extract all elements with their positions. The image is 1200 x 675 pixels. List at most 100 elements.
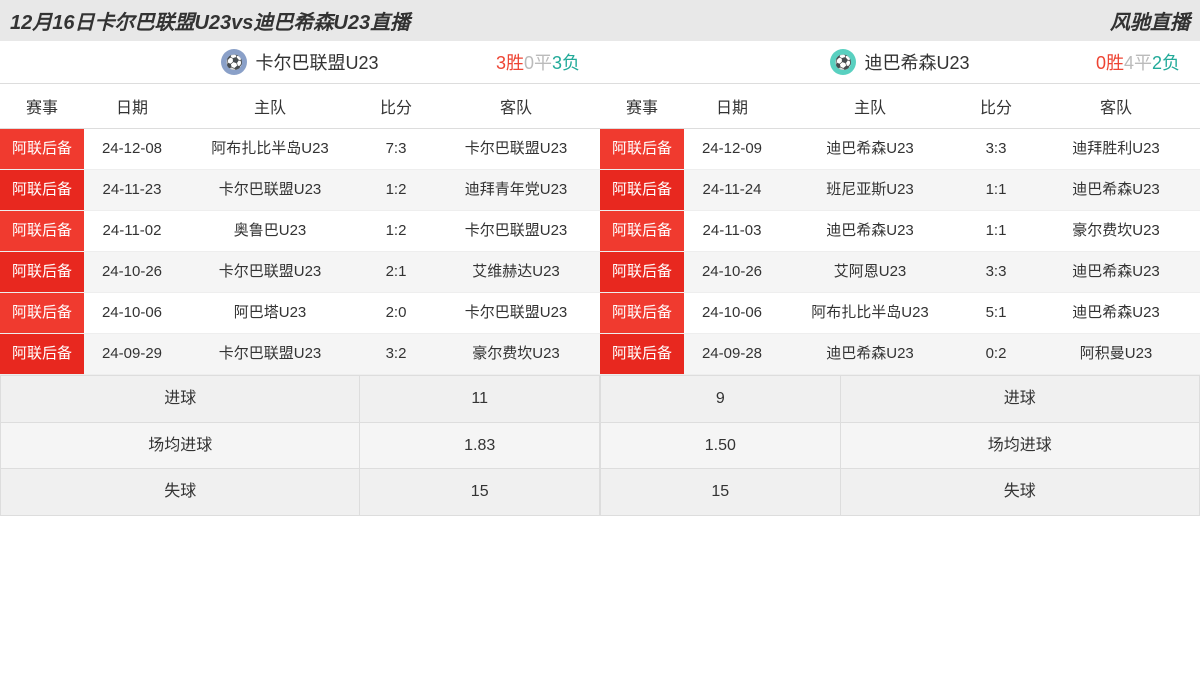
col-away: 客队 (432, 84, 600, 129)
summary-row: 9进球 (601, 376, 1200, 423)
summary-row: 场均进球1.83 (1, 422, 600, 469)
table-row[interactable]: 阿联后备24-10-26艾阿恩U233:3迪巴希森U23 (600, 252, 1200, 293)
cell-home: 卡尔巴联盟U23 (180, 252, 360, 293)
summary-value: 1.83 (360, 422, 600, 469)
cell-comp: 阿联后备 (0, 334, 84, 375)
table-row[interactable]: 阿联后备24-09-28迪巴希森U230:2阿积曼U23 (600, 334, 1200, 375)
cell-home: 艾阿恩U23 (780, 252, 960, 293)
col-score: 比分 (360, 84, 432, 129)
cell-home: 阿布扎比半岛U23 (780, 293, 960, 334)
summary-row: 进球11 (1, 376, 600, 423)
summary-label: 失球 (1, 469, 360, 516)
summary-row: 失球15 (1, 469, 600, 516)
cell-score: 7:3 (360, 129, 432, 170)
cell-home: 奥鲁巴U23 (180, 211, 360, 252)
summary-label: 进球 (1, 376, 360, 423)
summary-value: 1.50 (601, 422, 841, 469)
cell-date: 24-10-06 (684, 293, 780, 334)
cell-away: 艾维赫达U23 (432, 252, 600, 293)
matches-table-left: 赛事 日期 主队 比分 客队 阿联后备24-12-08阿布扎比半岛U237:3卡… (0, 84, 600, 375)
cell-score: 1:1 (960, 170, 1032, 211)
summary-label: 进球 (840, 376, 1199, 423)
summary-table-left: 进球11场均进球1.83失球15 (0, 375, 600, 516)
cell-comp: 阿联后备 (600, 211, 684, 252)
summary-label: 场均进球 (1, 422, 360, 469)
table-row[interactable]: 阿联后备24-10-06阿布扎比半岛U235:1迪巴希森U23 (600, 293, 1200, 334)
summary-row: 1.50场均进球 (601, 422, 1200, 469)
cell-comp: 阿联后备 (0, 129, 84, 170)
matches-table-right: 赛事 日期 主队 比分 客队 阿联后备24-12-09迪巴希森U233:3迪拜胜… (600, 84, 1200, 375)
col-date: 日期 (684, 84, 780, 129)
cell-away: 迪巴希森U23 (1032, 170, 1200, 211)
cell-home: 班尼亚斯U23 (780, 170, 960, 211)
cell-home: 迪巴希森U23 (780, 334, 960, 375)
cell-date: 24-12-09 (684, 129, 780, 170)
cell-score: 1:1 (960, 211, 1032, 252)
table-row[interactable]: 阿联后备24-10-26卡尔巴联盟U232:1艾维赫达U23 (0, 252, 600, 293)
page-title: 12月16日卡尔巴联盟U23vs迪巴希森U23直播 (10, 6, 410, 35)
cell-date: 24-11-24 (684, 170, 780, 211)
cell-score: 1:2 (360, 170, 432, 211)
cell-away: 豪尔费坎U23 (432, 334, 600, 375)
cell-away: 卡尔巴联盟U23 (432, 129, 600, 170)
cell-score: 1:2 (360, 211, 432, 252)
right-panel: ⚽ 迪巴希森U23 0胜4平2负 赛事 日期 主队 比分 客队 阿联后备24-1… (600, 41, 1200, 516)
summary-value: 15 (601, 469, 841, 516)
cell-score: 5:1 (960, 293, 1032, 334)
cell-score: 0:2 (960, 334, 1032, 375)
col-comp: 赛事 (0, 84, 84, 129)
main-content: ⚽ 卡尔巴联盟U23 3胜0平3负 赛事 日期 主队 比分 客队 阿联后备24-… (0, 41, 1200, 516)
cell-score: 2:1 (360, 252, 432, 293)
cell-date: 24-10-26 (684, 252, 780, 293)
summary-value: 11 (360, 376, 600, 423)
col-score: 比分 (960, 84, 1032, 129)
col-home: 主队 (780, 84, 960, 129)
col-away: 客队 (1032, 84, 1200, 129)
left-panel: ⚽ 卡尔巴联盟U23 3胜0平3负 赛事 日期 主队 比分 客队 阿联后备24-… (0, 41, 600, 516)
cell-score: 2:0 (360, 293, 432, 334)
cell-away: 迪拜青年党U23 (432, 170, 600, 211)
table-row[interactable]: 阿联后备24-11-03迪巴希森U231:1豪尔费坎U23 (600, 211, 1200, 252)
cell-comp: 阿联后备 (600, 334, 684, 375)
team-name: 迪巴希森U23 (864, 49, 969, 75)
cell-comp: 阿联后备 (0, 293, 84, 334)
team-logo-icon: ⚽ (830, 49, 856, 75)
col-date: 日期 (84, 84, 180, 129)
cell-comp: 阿联后备 (600, 252, 684, 293)
cell-date: 24-10-06 (84, 293, 180, 334)
cell-score: 3:3 (960, 252, 1032, 293)
cell-comp: 阿联后备 (0, 170, 84, 211)
team-logo-icon: ⚽ (221, 49, 247, 75)
table-row[interactable]: 阿联后备24-11-02奥鲁巴U231:2卡尔巴联盟U23 (0, 211, 600, 252)
team-header-left: ⚽ 卡尔巴联盟U23 3胜0平3负 (0, 41, 600, 84)
table-row[interactable]: 阿联后备24-10-06阿巴塔U232:0卡尔巴联盟U23 (0, 293, 600, 334)
col-home: 主队 (180, 84, 360, 129)
table-row[interactable]: 阿联后备24-12-09迪巴希森U233:3迪拜胜利U23 (600, 129, 1200, 170)
cell-comp: 阿联后备 (600, 129, 684, 170)
table-row[interactable]: 阿联后备24-11-24班尼亚斯U231:1迪巴希森U23 (600, 170, 1200, 211)
cell-home: 阿巴塔U23 (180, 293, 360, 334)
summary-table-right: 9进球1.50场均进球15失球 (600, 375, 1200, 516)
cell-date: 24-09-28 (684, 334, 780, 375)
table-header-row: 赛事 日期 主队 比分 客队 (0, 84, 600, 129)
cell-home: 迪巴希森U23 (780, 129, 960, 170)
cell-away: 豪尔费坎U23 (1032, 211, 1200, 252)
cell-away: 卡尔巴联盟U23 (432, 211, 600, 252)
table-row[interactable]: 阿联后备24-09-29卡尔巴联盟U233:2豪尔费坎U23 (0, 334, 600, 375)
cell-date: 24-11-02 (84, 211, 180, 252)
cell-home: 卡尔巴联盟U23 (180, 334, 360, 375)
team-record: 3胜0平3负 (496, 49, 580, 75)
brand-label: 风驰直播 (1110, 6, 1190, 35)
cell-home: 阿布扎比半岛U23 (180, 129, 360, 170)
cell-date: 24-09-29 (84, 334, 180, 375)
cell-date: 24-11-03 (684, 211, 780, 252)
summary-value: 15 (360, 469, 600, 516)
summary-value: 9 (601, 376, 841, 423)
col-comp: 赛事 (600, 84, 684, 129)
cell-away: 迪拜胜利U23 (1032, 129, 1200, 170)
cell-home: 迪巴希森U23 (780, 211, 960, 252)
table-row[interactable]: 阿联后备24-11-23卡尔巴联盟U231:2迪拜青年党U23 (0, 170, 600, 211)
table-row[interactable]: 阿联后备24-12-08阿布扎比半岛U237:3卡尔巴联盟U23 (0, 129, 600, 170)
cell-away: 迪巴希森U23 (1032, 293, 1200, 334)
cell-comp: 阿联后备 (600, 170, 684, 211)
